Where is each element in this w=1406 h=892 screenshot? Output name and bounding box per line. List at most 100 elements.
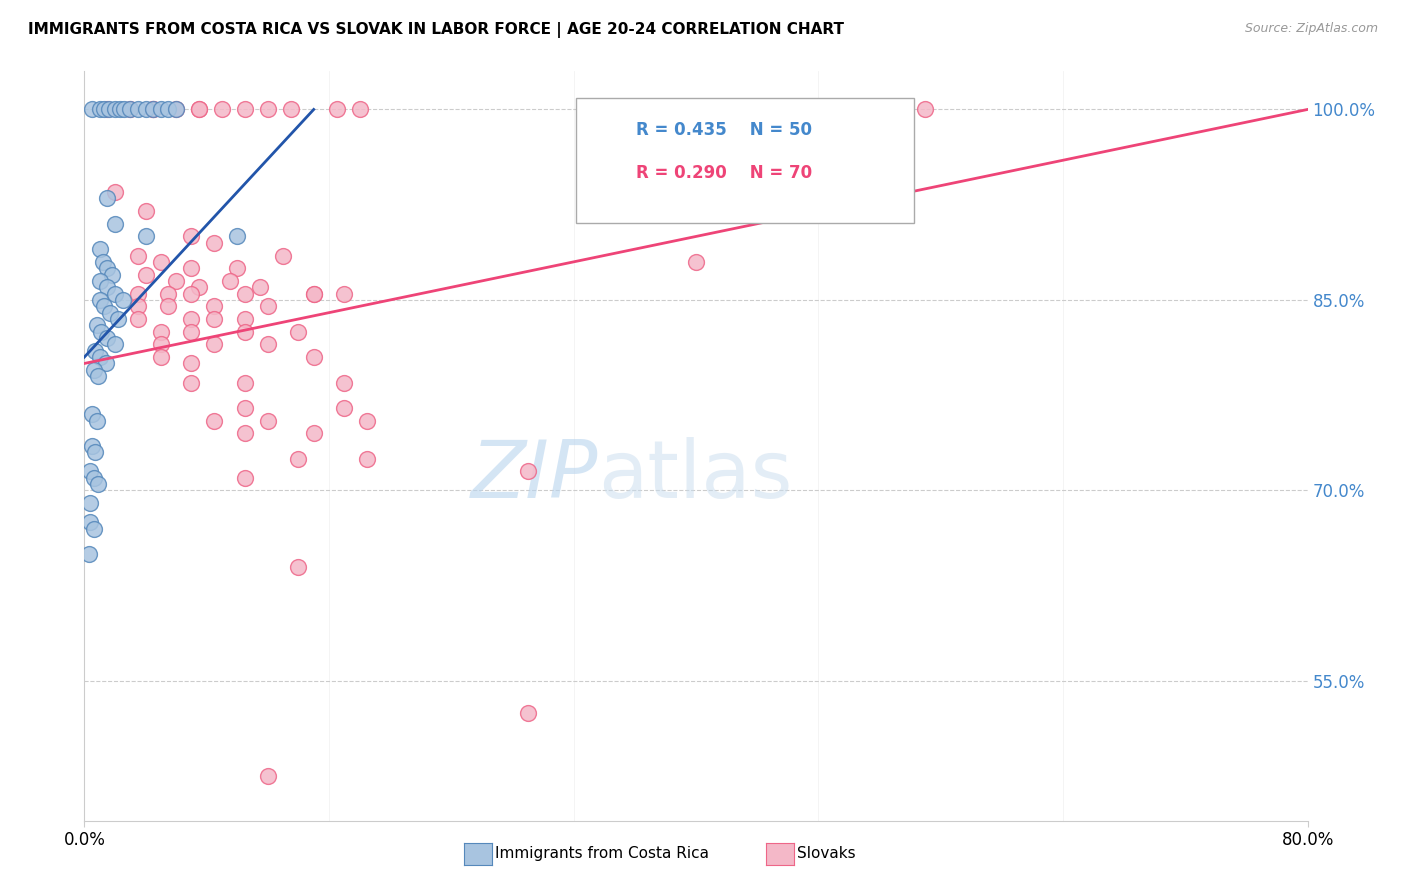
Point (233, 401, 256, 415)
Point (142, 103, 165, 117)
Point (325, 103, 347, 117)
Point (127, 103, 149, 117)
Point (233, 325, 256, 339)
Point (202, 414, 225, 428)
Point (257, 769, 280, 783)
Point (135, 229, 157, 244)
Point (157, 286, 180, 301)
Point (93, 299, 115, 313)
Point (233, 312, 256, 326)
Point (302, 286, 325, 301)
Point (516, 706, 538, 720)
Text: Slovaks: Slovaks (797, 847, 856, 861)
Point (302, 286, 325, 301)
Point (226, 229, 249, 244)
Point (333, 286, 356, 301)
Point (96, 191, 118, 205)
Point (165, 103, 187, 117)
Point (356, 414, 378, 428)
Point (97, 103, 120, 117)
Point (79, 496, 101, 510)
Point (86, 414, 108, 428)
Point (180, 356, 202, 370)
Point (135, 204, 157, 219)
Point (112, 103, 135, 117)
Point (149, 350, 172, 364)
Point (356, 451, 378, 466)
Point (79, 464, 101, 478)
Point (127, 248, 149, 262)
Point (180, 286, 202, 301)
Point (287, 451, 309, 466)
Point (135, 268, 157, 282)
Point (89, 274, 111, 288)
Point (271, 248, 294, 262)
Point (180, 376, 202, 390)
Point (91, 255, 114, 269)
Point (127, 312, 149, 326)
Point (165, 274, 187, 288)
Point (149, 325, 172, 339)
Point (149, 255, 172, 269)
Text: Immigrants from Costa Rica: Immigrants from Costa Rica (495, 847, 709, 861)
Point (233, 471, 256, 485)
Point (89, 350, 111, 364)
Point (89, 293, 111, 307)
Text: ZIP: ZIP (471, 437, 598, 515)
Point (96, 331, 118, 345)
Point (83, 471, 105, 485)
Point (287, 325, 309, 339)
Point (111, 293, 134, 307)
Point (86, 318, 108, 333)
Point (287, 559, 309, 574)
Point (120, 103, 142, 117)
Point (108, 103, 131, 117)
Point (149, 103, 172, 117)
Point (218, 274, 240, 288)
Point (188, 280, 211, 294)
Point (96, 261, 118, 276)
Point (96, 103, 118, 117)
Point (83, 522, 105, 536)
Point (96, 280, 118, 294)
Point (685, 255, 707, 269)
Point (98, 306, 121, 320)
Text: IMMIGRANTS FROM COSTA RICA VS SLOVAK IN LABOR FORCE | AGE 20-24 CORRELATION CHAR: IMMIGRANTS FROM COSTA RICA VS SLOVAK IN … (28, 22, 844, 38)
Point (180, 261, 202, 276)
Point (233, 103, 256, 117)
Point (80, 103, 103, 117)
Point (84, 445, 107, 459)
Point (257, 299, 280, 313)
Point (202, 299, 225, 313)
Point (226, 261, 249, 276)
Text: Source: ZipAtlas.com: Source: ZipAtlas.com (1244, 22, 1378, 36)
Point (180, 325, 202, 339)
Point (302, 350, 325, 364)
Point (180, 229, 202, 244)
Point (165, 103, 187, 117)
Point (211, 103, 233, 117)
Text: atlas: atlas (598, 437, 793, 515)
Point (80, 439, 103, 453)
Point (257, 337, 280, 351)
Point (80, 407, 103, 421)
Point (333, 401, 356, 415)
Point (149, 337, 172, 351)
Point (914, 103, 936, 117)
Point (107, 312, 129, 326)
Point (233, 426, 256, 441)
Point (333, 376, 356, 390)
Point (202, 312, 225, 326)
Point (233, 376, 256, 390)
Point (127, 286, 149, 301)
Point (127, 299, 149, 313)
Point (142, 103, 165, 117)
Point (120, 103, 142, 117)
Point (188, 103, 211, 117)
Point (157, 103, 180, 117)
Point (104, 286, 127, 301)
Point (79, 515, 101, 529)
Point (90, 325, 112, 339)
Point (84, 343, 107, 358)
Point (77, 547, 100, 561)
